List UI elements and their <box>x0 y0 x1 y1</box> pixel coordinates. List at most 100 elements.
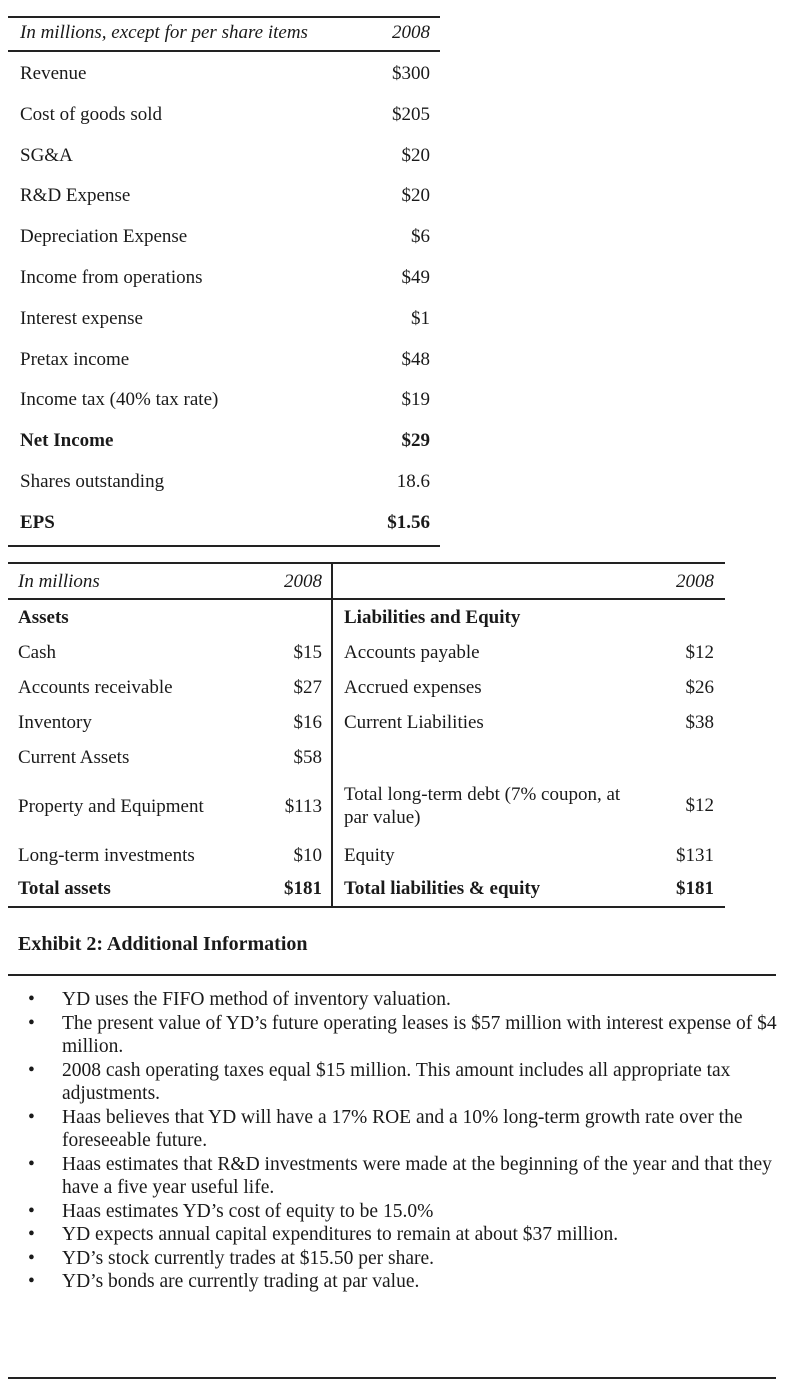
balance-header-left: In millions 2008 <box>18 571 322 593</box>
bullet-item: • Haas believes that YD will have a 17% R… <box>28 1106 778 1153</box>
balance-header-year-left: 2008 <box>284 571 322 592</box>
row-label: Total assets <box>18 878 111 899</box>
row-label: Current Liabilities <box>344 712 484 733</box>
balance-header-label: In millions <box>18 571 100 592</box>
exhibit2-top-rule <box>8 974 776 976</box>
asset-row: Property and Equipment $113 <box>18 796 322 818</box>
row-value: $181 <box>284 878 322 899</box>
bullet-item: • YD’s bonds are currently trading at par… <box>28 1270 778 1294</box>
row-label: Shares outstanding <box>20 471 165 492</box>
row-label: Revenue <box>20 63 87 84</box>
row-label: Accrued expenses <box>344 677 482 698</box>
row-label: Pretax income <box>20 348 130 370</box>
liability-row: Current Liabilities $38 <box>344 712 714 734</box>
bullet-text: Haas estimates that R&D investments were… <box>62 1153 772 1199</box>
bullet-icon: • <box>28 989 35 1010</box>
bullet-item: • The present value of YD’s future operat… <box>28 1012 778 1059</box>
row-label: Income from operations <box>20 267 203 288</box>
row-label: Accounts payable <box>344 642 480 663</box>
liability-row: Total long-term debt (7% coupon, at par … <box>344 783 714 829</box>
table-row: Cost of goods sold $205 <box>20 104 430 128</box>
bullet-item: • YD uses the FIFO method of inventory va… <box>28 988 778 1012</box>
row-label: R&D Expense <box>20 185 131 207</box>
row-label: Income tax (40% tax rate) <box>20 389 219 411</box>
row-value: $29 <box>401 430 431 452</box>
row-value: $10 <box>293 845 323 866</box>
table-row: SG&A $20 <box>20 145 430 169</box>
row-label: EPS <box>20 511 55 533</box>
row-value: $181 <box>676 878 714 899</box>
row-label: Inventory <box>18 712 92 733</box>
asset-row: Total assets $181 <box>18 878 322 900</box>
asset-row: Current Assets $58 <box>18 747 322 769</box>
table-row: Revenue $300 <box>20 63 430 87</box>
row-value: $26 <box>685 677 715 698</box>
bullet-item: • Haas estimates YD’s cost of equity to b… <box>28 1200 778 1224</box>
table-row: Income tax (40% tax rate) $19 <box>20 389 430 413</box>
row-label: Net Income <box>20 430 114 452</box>
income-header-label: In millions, except for per share items <box>20 22 308 43</box>
bullet-text: YD uses the FIFO method of inventory val… <box>62 989 451 1010</box>
bullet-text: YD’s bonds are currently trading at par … <box>62 1271 420 1292</box>
table-row: Interest expense $1 <box>20 308 430 332</box>
table-row: Depreciation Expense $6 <box>20 226 430 250</box>
row-value: $113 <box>284 796 322 817</box>
row-value: $19 <box>401 389 431 411</box>
row-value: $1 <box>411 307 430 329</box>
exhibit2-bottom-rule <box>8 1377 776 1379</box>
header-rule <box>8 50 440 52</box>
row-value: $300 <box>392 63 430 84</box>
row-label: Total long-term debt (7% coupon, at par … <box>344 784 621 828</box>
row-label: Depreciation Expense <box>20 226 188 248</box>
asset-row: Accounts receivable $27 <box>18 677 322 699</box>
bullet-icon: • <box>28 1012 35 1034</box>
bullet-item: • YD expects annual capital expenditures … <box>28 1223 778 1247</box>
bullet-item: • YD’s stock currently trades at $15.50 p… <box>28 1247 778 1271</box>
asset-row: Cash $15 <box>18 642 322 664</box>
bullet-text: Haas believes that YD will have a 17% RO… <box>62 1106 743 1152</box>
row-value: $27 <box>293 677 323 698</box>
header-rule <box>8 598 725 600</box>
bullet-icon: • <box>28 1059 35 1081</box>
balance-header-year-right: 2008 <box>676 571 714 592</box>
row-value: $38 <box>685 712 715 733</box>
row-value: $15 <box>293 642 323 663</box>
row-label: Accounts receivable <box>18 677 173 698</box>
liability-row: Accounts payable $12 <box>344 642 714 664</box>
bullet-text: The present value of YD’s future operati… <box>62 1012 777 1058</box>
income-header-row: In millions, except for per share items … <box>20 22 430 46</box>
table-top-rule <box>8 562 725 564</box>
row-label: Current Assets <box>18 747 130 768</box>
row-label: Long-term investments <box>18 845 195 866</box>
row-value: $20 <box>401 185 431 207</box>
table-bottom-rule <box>8 906 725 908</box>
bullet-icon: • <box>28 1247 35 1269</box>
row-value: $20 <box>401 144 431 166</box>
row-value: $1.56 <box>387 511 430 533</box>
bullet-icon: • <box>28 1271 35 1292</box>
table-row: EPS $1.56 <box>20 512 430 536</box>
row-label: Property and Equipment <box>18 796 204 817</box>
row-value: $49 <box>401 267 431 288</box>
row-value: $48 <box>401 348 431 370</box>
asset-row: Long-term investments $10 <box>18 845 322 867</box>
row-label: Cash <box>18 642 56 663</box>
bullet-text: YD’s stock currently trades at $15.50 pe… <box>62 1247 435 1269</box>
asset-row: Inventory $16 <box>18 712 322 734</box>
row-label: Equity <box>344 845 395 866</box>
exhibit2-list: • YD uses the FIFO method of inventory va… <box>28 988 778 1294</box>
column-divider <box>331 563 333 907</box>
balance-header-right: 2008 <box>344 571 714 593</box>
liability-row: Equity $131 <box>344 845 714 867</box>
bullet-icon: • <box>28 1106 35 1128</box>
income-header-year: 2008 <box>392 22 430 43</box>
liability-row: Total liabilities & equity $181 <box>344 878 714 900</box>
bullet-text: 2008 cash operating taxes equal $15 mill… <box>62 1059 731 1105</box>
bullet-icon: • <box>28 1153 35 1175</box>
table-row: R&D Expense $20 <box>20 185 430 209</box>
row-label: Cost of goods sold <box>20 103 162 125</box>
exhibit2-title: Exhibit 2: Additional Information <box>18 933 308 955</box>
bullet-item: • 2008 cash operating taxes equal $15 mil… <box>28 1059 778 1106</box>
row-value: $12 <box>685 642 715 663</box>
row-value: $12 <box>685 795 715 816</box>
